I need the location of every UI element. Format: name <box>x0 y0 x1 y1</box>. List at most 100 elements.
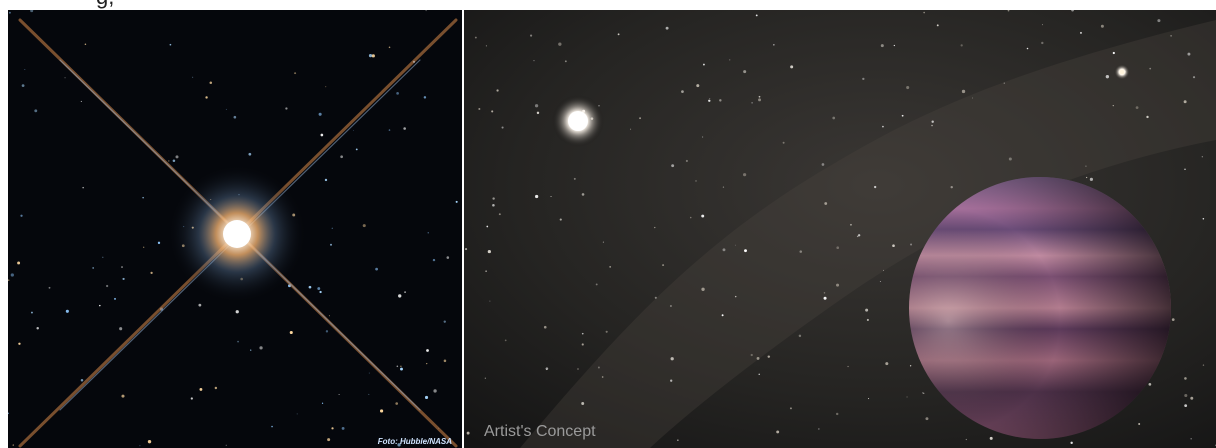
star-dot <box>603 242 604 243</box>
star-dot <box>1009 157 1012 160</box>
star-dot <box>488 250 491 253</box>
star-dot <box>681 90 684 93</box>
star-dot <box>425 396 428 399</box>
star-dot <box>1071 9 1074 12</box>
star-dot <box>865 309 868 312</box>
star-dot <box>309 286 312 289</box>
star-dot <box>330 244 332 246</box>
star-dot <box>34 109 37 112</box>
star-dot <box>671 357 674 360</box>
star-dot <box>1085 166 1086 167</box>
star-dot <box>444 360 447 363</box>
star-dot <box>297 413 298 414</box>
star-dot <box>8 279 9 280</box>
star-dot <box>535 195 538 198</box>
star-dot <box>639 117 641 119</box>
star-dot <box>433 389 436 392</box>
star-dot <box>923 12 925 14</box>
caption-fragment: g, <box>96 0 114 9</box>
star-dot <box>666 27 669 30</box>
star-dot <box>485 378 486 379</box>
star-dot <box>234 116 237 119</box>
star-dot <box>931 125 932 126</box>
star-dot <box>486 45 487 46</box>
star-dot <box>369 54 372 57</box>
star-dot <box>400 368 403 371</box>
star-dot <box>544 326 547 329</box>
star-dot <box>790 407 792 409</box>
star-dot <box>325 179 327 181</box>
star-dot <box>11 273 14 276</box>
star-dot <box>1004 82 1005 83</box>
star-core <box>223 220 251 248</box>
star-dot <box>271 426 273 428</box>
star-dot <box>709 98 710 99</box>
star-dot <box>30 9 33 12</box>
star-dot <box>729 59 730 60</box>
distant-star-core <box>1120 70 1125 75</box>
star-dot <box>966 439 967 440</box>
star-dot <box>7 413 9 415</box>
star-dot <box>702 136 703 137</box>
star-dot <box>1157 19 1160 22</box>
star-dot <box>285 107 287 109</box>
star-dot <box>1106 75 1109 78</box>
star-dot <box>735 245 736 246</box>
star-dot <box>1202 156 1203 157</box>
star-dot <box>735 296 736 297</box>
star-dot <box>397 365 399 367</box>
star-dot <box>1172 318 1175 321</box>
star-dot <box>395 402 398 405</box>
star-dot <box>139 445 140 446</box>
star-dot <box>773 44 775 46</box>
star-dot <box>106 285 108 287</box>
star-dot <box>708 100 710 102</box>
star-dot <box>722 314 724 316</box>
star-dot <box>925 417 928 420</box>
star-dot <box>447 256 450 259</box>
star-dot <box>800 250 803 253</box>
star-dot <box>581 402 584 405</box>
page: g, Foto: Hubble/NASA Artist's Concept ((… <box>0 0 1216 448</box>
star-dot <box>173 159 176 162</box>
artist-illustration: Artist's Concept <box>464 9 1216 448</box>
star-dot <box>686 160 688 162</box>
star-dot <box>375 268 378 271</box>
star-dot <box>696 84 699 87</box>
star-dot <box>880 281 881 282</box>
star-dot <box>489 301 490 302</box>
star-dot <box>776 430 779 433</box>
star-dot <box>210 81 213 84</box>
star-dot <box>582 343 584 345</box>
star-dot <box>236 310 239 313</box>
star-dot <box>847 366 848 367</box>
star-dot <box>757 357 760 360</box>
star-dot <box>148 440 151 443</box>
star-dot <box>475 37 477 39</box>
star-dot <box>122 278 124 280</box>
star-dot <box>598 367 600 369</box>
star-dot <box>799 335 801 337</box>
star-dot <box>114 298 116 300</box>
star-dot <box>951 186 953 188</box>
star-dot <box>248 153 251 156</box>
star-dot <box>701 215 704 218</box>
star-dot <box>1170 35 1171 36</box>
star-dot <box>404 291 406 293</box>
star-dot <box>677 440 678 441</box>
star-dot <box>1187 53 1190 56</box>
star-dot <box>499 213 501 215</box>
star-dot <box>368 394 369 395</box>
star-dot <box>832 117 835 120</box>
star-dot <box>1149 383 1152 386</box>
star-dot <box>609 266 611 268</box>
star-dot <box>81 379 84 382</box>
star-dot <box>426 363 427 364</box>
star-dot <box>31 312 33 314</box>
star-dot <box>857 236 859 238</box>
star-dot <box>121 266 123 268</box>
star-dot <box>13 444 14 445</box>
star-dot <box>655 297 657 299</box>
star-dot <box>534 60 535 61</box>
star-dot <box>862 78 864 80</box>
